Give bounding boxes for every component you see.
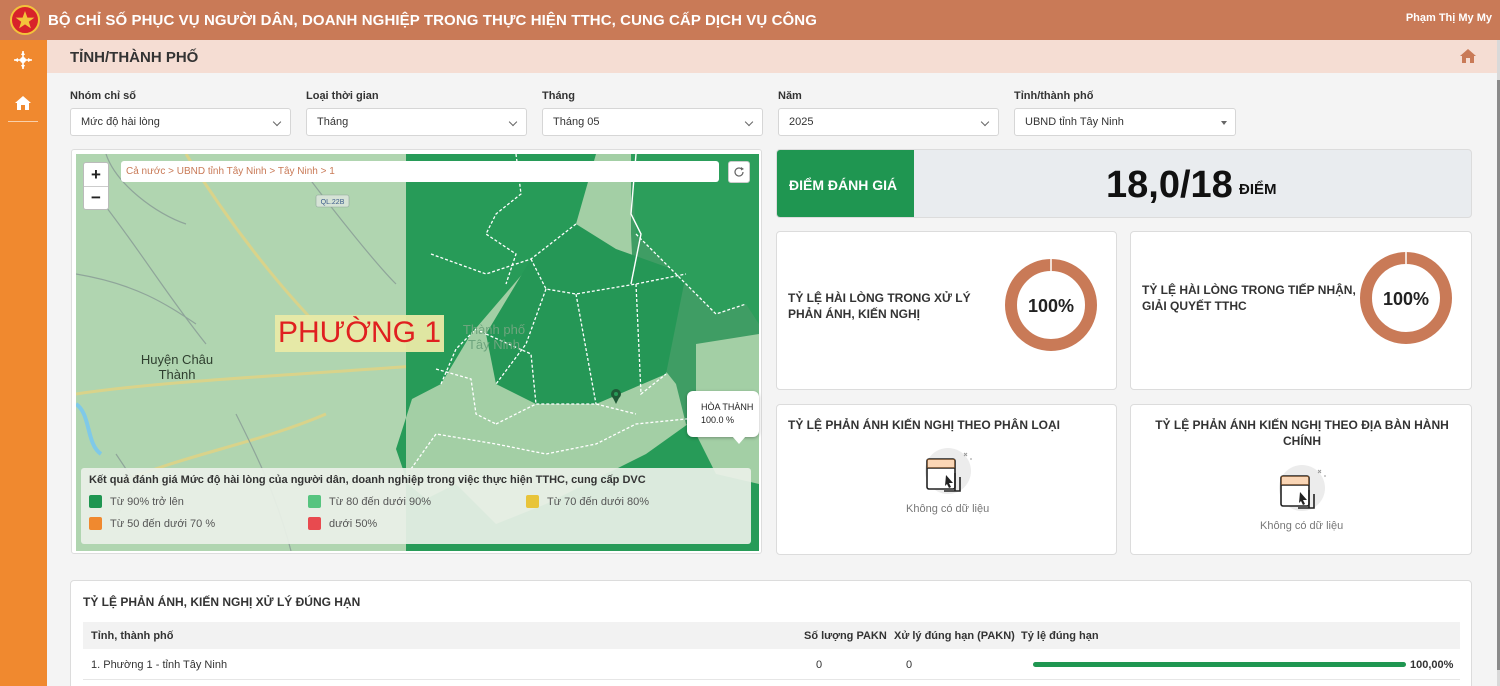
no-data-text: Không có dữ liệu: [1260, 520, 1344, 532]
caret-down-icon: [1221, 121, 1227, 125]
map-breadcrumb[interactable]: Cả nước > UBND tỉnh Tây Ninh > Tây Ninh …: [121, 161, 719, 182]
map-legend: Kết quả đánh giá Mức độ hài lòng của ngư…: [81, 468, 751, 544]
chevron-down-icon: [508, 117, 518, 127]
road-label: QL.22B: [321, 199, 345, 206]
progress-fill: [1033, 662, 1406, 667]
row-on-time: 0: [906, 659, 913, 671]
donut-chart: 100%: [1005, 259, 1097, 351]
column-header[interactable]: Số lượng PAKN: [804, 630, 887, 642]
page-title: TỈNH/THÀNH PHỐ: [70, 49, 199, 66]
legend-swatch: [308, 517, 321, 530]
donut-percent: 100%: [1028, 296, 1074, 316]
column-header[interactable]: Tỷ lệ đúng hạn: [1021, 630, 1099, 642]
chevron-down-icon: [980, 117, 990, 127]
feedback-by-category-card: TỶ LỆ PHẢN ÁNH KIẾN NGHỊ THEO PHÂN LOẠI …: [776, 404, 1117, 555]
score-card: ĐIỂM ĐÁNH GIÁ 18,0/18 ĐIỂM: [776, 149, 1472, 218]
top-bar: BỘ CHỈ SỐ PHỤC VỤ NGƯỜI DÂN, DOANH NGHIỆ…: [0, 0, 1500, 40]
score-label: ĐIỂM ĐÁNH GIÁ: [777, 150, 914, 217]
legend-swatch: [89, 495, 102, 508]
row-count: 0: [816, 659, 823, 671]
legend-item-label: Từ 50 đến dưới 70 %: [110, 517, 216, 530]
zoom-out-button[interactable]: −: [84, 186, 108, 209]
place-label: Thành phố Tây Ninh: [462, 322, 526, 352]
satisfaction-procedures-card: TỶ LỆ HÀI LÒNG TRONG TIẾP NHẬN, GIẢI QUY…: [1130, 231, 1472, 390]
year-select[interactable]: 2025: [778, 108, 999, 136]
location-pin-icon: [611, 389, 621, 404]
page-header: TỈNH/THÀNH PHỐ: [47, 40, 1497, 73]
sidebar: [0, 40, 47, 686]
refresh-icon: [734, 167, 744, 177]
legend-item-label: Từ 70 đến dưới 80%: [547, 495, 650, 508]
legend-item: Từ 70 đến dưới 80%: [526, 495, 649, 508]
card-title: TỶ LỆ PHẢN ÁNH KIẾN NGHỊ THEO PHÂN LOẠI: [788, 418, 1061, 432]
filter-label-province: Tỉnh/thành phố: [1014, 90, 1094, 102]
no-data-text: Không có dữ liệu: [906, 503, 990, 515]
app-title: BỘ CHỈ SỐ PHỤC VỤ NGƯỜI DÂN, DOANH NGHIỆ…: [48, 11, 817, 29]
row-divider: [83, 679, 1460, 680]
month-select[interactable]: Tháng 05: [542, 108, 763, 136]
legend-swatch: [89, 517, 102, 530]
legend-item: dưới 50%: [308, 517, 377, 530]
year-value: 2025: [789, 116, 814, 128]
filter-label-year: Năm: [778, 90, 802, 102]
month-value: Tháng 05: [553, 116, 600, 128]
score-value: 18,0/18: [1106, 164, 1233, 206]
table-title: TỶ LỆ PHẢN ÁNH, KIẾN NGHỊ XỬ LÝ ĐÚNG HẠN: [83, 595, 361, 609]
on-time-table-card: TỶ LỆ PHẢN ÁNH, KIẾN NGHỊ XỬ LÝ ĐÚNG HẠN…: [70, 580, 1472, 686]
zoom-in-button[interactable]: +: [91, 164, 101, 184]
tooltip-region-name: HÒA THÀNH: [701, 402, 754, 412]
national-emblem-icon: [10, 5, 40, 35]
home-icon[interactable]: [1459, 48, 1477, 64]
place-label: Huyện Châu Thành: [140, 352, 214, 382]
score-unit: ĐIỂM: [1239, 181, 1277, 198]
row-rate: 100,00%: [1410, 659, 1454, 671]
chevron-down-icon: [744, 117, 754, 127]
legend-swatch: [526, 495, 539, 508]
sidebar-divider: [8, 121, 38, 122]
index-group-value: Mức độ hài lòng: [81, 116, 160, 128]
donut-chart: 100%: [1360, 252, 1452, 344]
legend-item-label: Từ 90% trở lên: [110, 495, 184, 508]
province-select[interactable]: UBND tỉnh Tây Ninh: [1014, 108, 1236, 136]
satisfaction-feedback-card: TỶ LỆ HÀI LÒNG TRONG XỬ LÝ PHẢN ÁNH, KIẾ…: [776, 231, 1117, 390]
home-icon[interactable]: [12, 92, 34, 114]
selected-region-label: PHƯỜNG 1: [275, 315, 445, 352]
zoom-control: + −: [83, 162, 109, 210]
row-name: 1. Phường 1 - tỉnh Tây Ninh: [91, 659, 228, 671]
no-data-icon: [925, 448, 972, 494]
vertical-scrollbar[interactable]: [1497, 40, 1500, 686]
legend-item: Từ 80 đến dưới 90%: [308, 495, 431, 508]
filter-label-month: Tháng: [542, 90, 575, 102]
column-header[interactable]: Tỉnh, thành phố: [91, 630, 174, 642]
time-type-value: Tháng: [317, 116, 349, 128]
card-title: TỶ LỆ PHẢN ÁNH KIẾN NGHỊ THEO ĐỊA BÀN HÀ…: [1155, 418, 1449, 448]
filter-label-time-type: Loại thời gian: [306, 90, 379, 102]
card-title: TỶ LỆ HÀI LÒNG TRONG XỬ LÝ PHẢN ÁNH, KIẾ…: [788, 291, 971, 321]
filter-label-index-group: Nhóm chỉ số: [70, 90, 137, 102]
no-data-icon: [1279, 465, 1326, 511]
compass-icon[interactable]: [12, 49, 34, 71]
map-tooltip: HÒA THÀNH 100.0 %: [687, 391, 759, 444]
chevron-down-icon: [272, 117, 282, 127]
user-name[interactable]: Phạm Thị My My: [1405, 12, 1492, 24]
legend-item: Từ 50 đến dưới 70 %: [89, 517, 215, 530]
table-header: Tỉnh, thành phố Số lượng PAKN Xử lý đúng…: [83, 622, 1460, 649]
index-group-select[interactable]: Mức độ hài lòng: [70, 108, 291, 136]
card-title: TỶ LỆ HÀI LÒNG TRONG TIẾP NHẬN, GIẢI QUY…: [1142, 283, 1356, 313]
scrollbar-thumb[interactable]: [1497, 80, 1500, 670]
legend-swatch: [308, 495, 321, 508]
tooltip-region-value: 100.0 %: [701, 415, 735, 425]
progress-bar: [1033, 662, 1406, 667]
legend-item: Từ 90% trở lên: [89, 495, 184, 508]
legend-title: Kết quả đánh giá Mức độ hài lòng của ngư…: [89, 474, 646, 486]
column-header[interactable]: Xử lý đúng hạn (PAKN): [894, 630, 1015, 642]
refresh-button[interactable]: [728, 161, 750, 183]
time-type-select[interactable]: Tháng: [306, 108, 527, 136]
legend-item-label: dưới 50%: [329, 517, 378, 530]
feedback-by-area-card: TỶ LỆ PHẢN ÁNH KIẾN NGHỊ THEO ĐỊA BÀN HÀ…: [1130, 404, 1472, 555]
province-value: UBND tỉnh Tây Ninh: [1025, 116, 1124, 128]
legend-item-label: Từ 80 đến dưới 90%: [329, 495, 432, 508]
donut-percent: 100%: [1383, 289, 1429, 309]
